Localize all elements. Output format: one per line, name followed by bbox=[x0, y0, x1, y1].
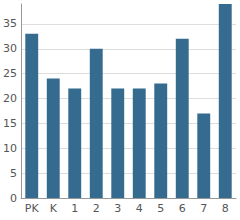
svg-text:30: 30 bbox=[3, 42, 17, 55]
svg-text:4: 4 bbox=[136, 202, 143, 215]
svg-text:7: 7 bbox=[200, 202, 207, 215]
svg-text:K: K bbox=[50, 202, 58, 215]
svg-text:8: 8 bbox=[222, 202, 229, 215]
svg-text:15: 15 bbox=[3, 117, 17, 130]
svg-text:5: 5 bbox=[10, 167, 17, 180]
svg-text:6: 6 bbox=[179, 202, 186, 215]
svg-text:25: 25 bbox=[3, 67, 17, 80]
svg-text:5: 5 bbox=[157, 202, 164, 215]
svg-text:0: 0 bbox=[10, 192, 17, 205]
svg-text:20: 20 bbox=[3, 92, 17, 105]
svg-text:10: 10 bbox=[3, 142, 17, 155]
svg-text:35: 35 bbox=[3, 17, 17, 30]
svg-text:PK: PK bbox=[25, 202, 40, 215]
svg-text:3: 3 bbox=[114, 202, 121, 215]
svg-text:1: 1 bbox=[71, 202, 78, 215]
svg-text:2: 2 bbox=[93, 202, 100, 215]
